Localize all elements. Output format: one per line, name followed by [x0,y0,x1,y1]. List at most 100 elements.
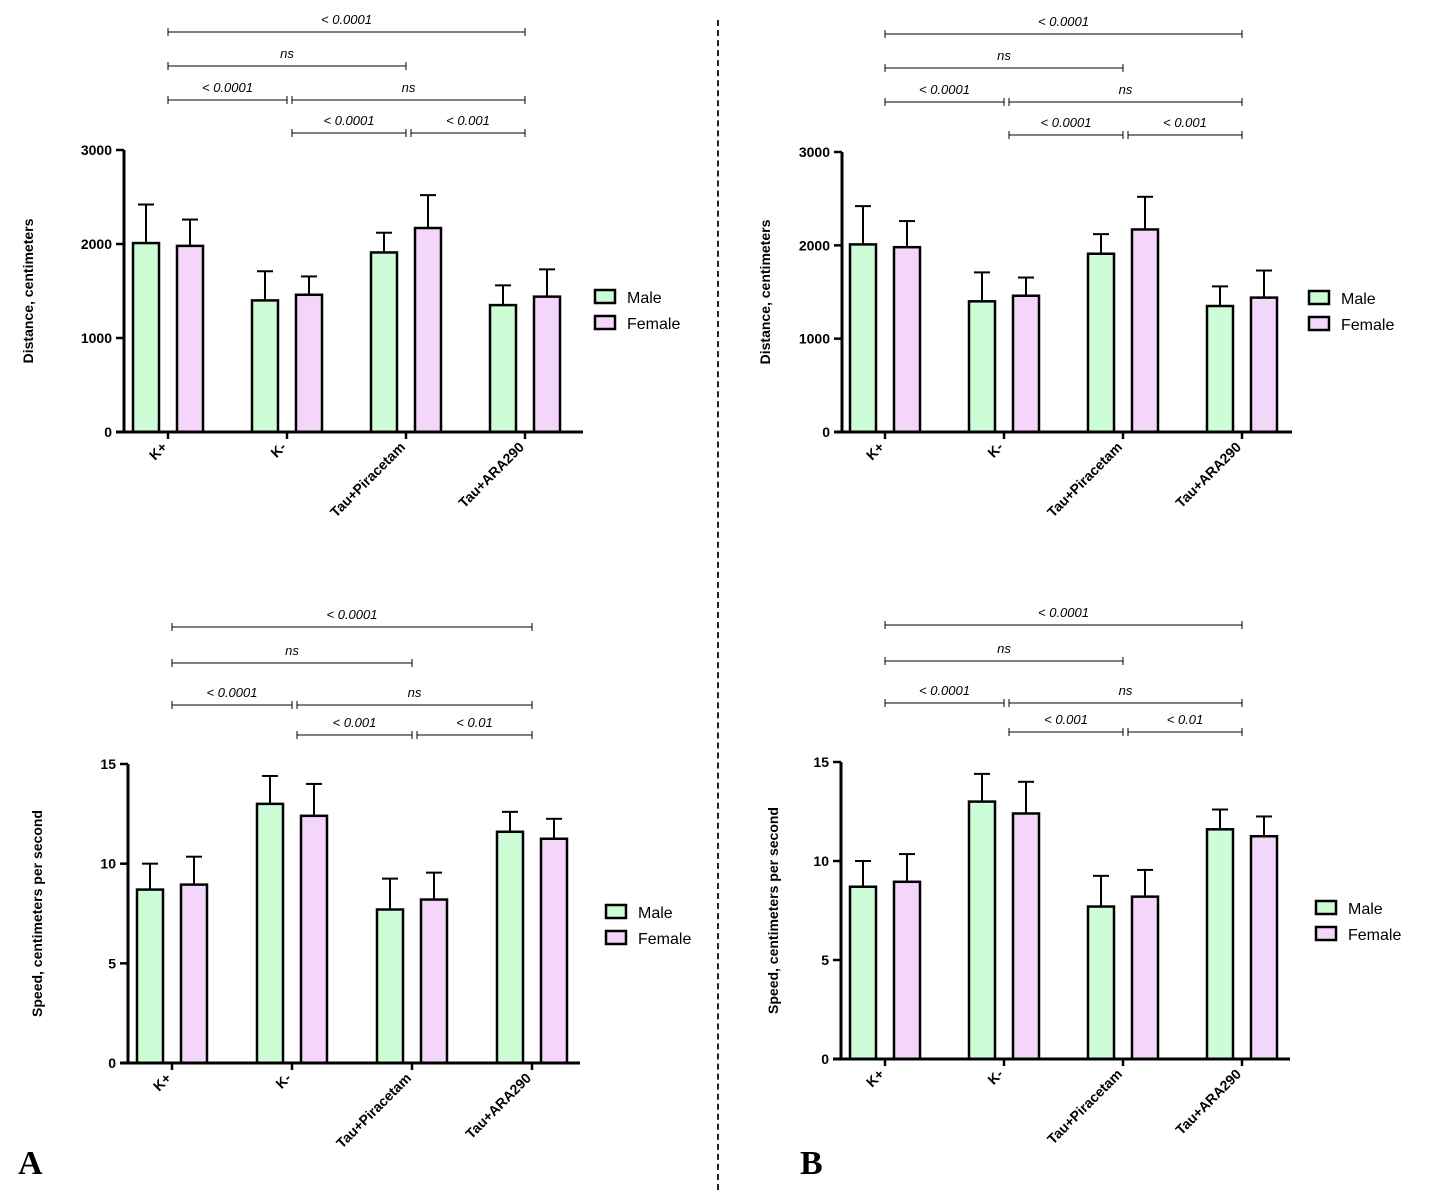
y-tick-label: 0 [104,424,112,440]
significance-label: < 0.0001 [321,12,372,27]
legend-swatch-female [604,929,628,946]
y-tick-label: 1000 [81,330,112,346]
bar-female [413,226,443,434]
bar-male [369,251,399,434]
bar-male [1205,828,1235,1061]
significance-label: < 0.0001 [1038,14,1089,29]
significance-label: < 0.0001 [1041,115,1092,130]
bar-male [495,830,525,1065]
significance-label: < 0.0001 [919,82,970,97]
y-tick-label: 0 [822,424,830,440]
category-label: K- [267,439,289,461]
bar-male [1086,252,1116,434]
bar-female [1011,294,1041,434]
y-axis-label: Speed, centimeters per second [765,807,781,1014]
category-label: K+ [863,1066,887,1090]
category-label: K+ [146,439,170,463]
bar-female [532,295,562,434]
bar-female [179,883,209,1065]
bar-male [848,243,878,434]
y-tick-label: 3000 [81,142,112,158]
chart-1: 0 1000 2000 3000 K+ K- Tau+Piracetam Tau+ARA290… [20,12,680,520]
legend-swatch-male [1307,289,1331,306]
category-label: K+ [863,439,887,463]
category-label: Tau+Piracetam [333,1070,414,1151]
panel-letter-a: A [18,1145,43,1182]
significance-label: < 0.001 [333,715,377,730]
legend-label-male: Male [638,905,673,922]
legend-label-female: Female [1348,927,1401,944]
bar-female [1130,895,1160,1061]
legend-swatch-male [593,288,617,305]
significance-label: < 0.0001 [324,113,375,128]
significance-label: < 0.0001 [919,683,970,698]
significance-label: ns [997,641,1011,656]
y-axis-label: Distance, centimeters [20,218,36,363]
panel-divider [717,20,719,1190]
significance-label: ns [408,685,422,700]
significance-label: < 0.0001 [202,80,253,95]
bar-female [1249,296,1279,434]
bar-male [848,885,878,1061]
bar-male [967,300,997,434]
significance-label: < 0.01 [1167,712,1204,727]
significance-label: ns [997,48,1011,63]
bar-male [250,299,280,434]
y-axis-label: Distance, centimeters [757,219,773,364]
bar-male [488,303,518,434]
legend-swatch-female [593,314,617,331]
category-label: K+ [150,1070,174,1094]
legend-label-male: Male [627,290,662,307]
y-tick-label: 5 [821,952,829,968]
bar-female [1130,228,1160,434]
legend-swatch-female [1307,315,1331,332]
legend-label-female: Female [1341,317,1394,334]
significance-label: ns [1119,82,1133,97]
y-tick-label: 5 [108,955,116,971]
bar-male [255,802,285,1065]
significance-label: < 0.01 [456,715,493,730]
y-tick-label: 0 [108,1055,116,1071]
legend-label-male: Male [1341,291,1376,308]
bar-female [539,837,569,1065]
significance-label: < 0.0001 [1038,605,1089,620]
legend-swatch-female [1314,925,1338,942]
significance-label: ns [280,46,294,61]
y-tick-label: 10 [813,853,829,869]
category-label: Tau+Piracetam [327,439,408,520]
y-axis-label: Speed, centimeters per second [29,810,45,1017]
chart-4: 0 5 10 15 K+ K- Tau+Piracetam Tau+ARA290 Speed, … [765,605,1401,1147]
bar-female [892,245,922,434]
significance-label: ns [1119,683,1133,698]
legend-label-female: Female [627,316,680,333]
significance-label: < 0.0001 [207,685,258,700]
category-label: Tau+Piracetam [1044,1066,1125,1147]
y-tick-label: 2000 [81,236,112,252]
significance-label: < 0.001 [1044,712,1088,727]
bar-male [375,908,405,1065]
chart-2: 0 1000 2000 3000 K+ K- Tau+Piracetam Tau+ARA290… [757,14,1394,520]
bar-male [967,800,997,1061]
category-label: Tau+ARA290 [455,439,527,511]
bar-male [1205,304,1235,434]
y-tick-label: 10 [100,856,116,872]
bar-female [299,814,329,1065]
bar-male [135,888,165,1065]
y-tick-label: 3000 [799,144,830,160]
category-label: K- [272,1070,294,1092]
category-label: Tau+Piracetam [1044,439,1125,520]
category-label: Tau+ARA290 [1172,1066,1244,1138]
y-tick-label: 0 [821,1051,829,1067]
category-label: Tau+ARA290 [1172,439,1244,511]
bar-female [294,293,324,434]
y-tick-label: 15 [813,754,829,770]
legend-label-female: Female [638,931,691,948]
bar-female [419,898,449,1065]
legend-swatch-male [1314,899,1338,916]
bar-female [175,244,205,434]
panel-letter-b: B [800,1145,823,1182]
category-label: K- [984,1066,1006,1088]
bar-male [1086,905,1116,1061]
